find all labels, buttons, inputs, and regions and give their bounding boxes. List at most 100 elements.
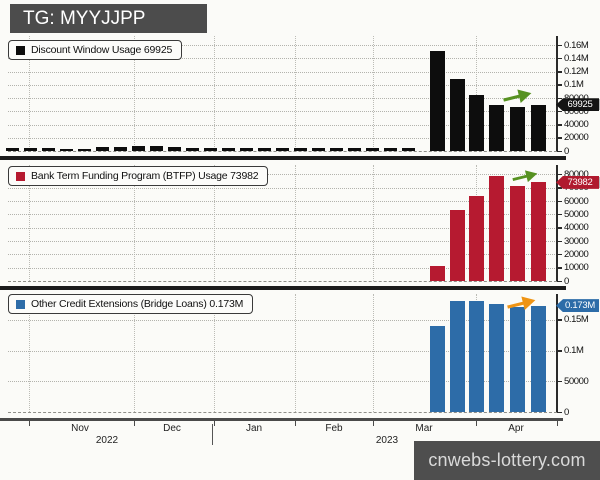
up-right-arrow-icon: [507, 296, 536, 310]
year-separator-line: [212, 424, 213, 445]
y-axis-tick: [557, 173, 562, 176]
bar: [113, 146, 127, 151]
legend-swatch-blue-square-icon: [16, 299, 25, 309]
x-grid-line: [373, 36, 374, 151]
bar: [77, 148, 91, 151]
y-grid-line: [8, 350, 557, 352]
bar: [293, 148, 307, 151]
y-grid-line: [8, 98, 557, 100]
y-axis-tick: [557, 319, 562, 321]
x-axis-tick: [134, 421, 135, 426]
x-grid-line: [134, 36, 135, 151]
y-tick-label: 0.1M: [564, 79, 584, 91]
bar: [429, 265, 445, 281]
legend-label: Other Credit Extensions (Bridge Loans) 0…: [31, 298, 244, 310]
x-axis-tick: [295, 421, 296, 426]
x-axis-tick: [214, 421, 215, 426]
x-month-label: Mar: [415, 423, 433, 434]
y-tick-label: 20000: [564, 248, 589, 260]
bar: [59, 149, 73, 151]
y-tick-label: 30000: [564, 235, 589, 247]
x-grid-line: [295, 36, 296, 151]
x-year-label: 2023: [375, 435, 399, 446]
bar: [488, 303, 504, 412]
y-axis-line: [556, 294, 558, 412]
bar: [221, 148, 235, 151]
bar: [449, 301, 465, 412]
y-tick-label: 50000: [564, 208, 589, 220]
y-grid-line: [8, 84, 557, 86]
legend-swatch-black-square-icon: [16, 45, 25, 55]
x-grid-line: [295, 165, 296, 281]
y-tick-label: 0: [564, 406, 569, 418]
legend-btfp[interactable]: Bank Term Funding Program (BTFP) Usage 7…: [8, 166, 269, 186]
y-tick-label: 40000: [564, 119, 589, 131]
y-grid-line: [8, 241, 557, 242]
bar: [239, 148, 253, 151]
y-tick-label: 60000: [564, 195, 589, 207]
y-tick-label: 0.15M: [564, 314, 589, 326]
y-grid-line: [8, 281, 557, 282]
x-grid-line: [373, 165, 374, 281]
bar: [257, 148, 271, 151]
y-tick-label: 0.14M: [564, 52, 589, 64]
y-grid-line: [8, 381, 557, 383]
y-axis-tick: [557, 110, 562, 113]
y-axis-line: [556, 36, 558, 151]
y-grid-line: [8, 111, 557, 113]
y-grid-line: [8, 174, 557, 176]
x-grid-line: [295, 294, 296, 412]
x-axis-tick: [557, 421, 558, 426]
y-tick-label: 10000: [564, 262, 589, 274]
y-grid-line: [8, 319, 557, 321]
y-grid-line: [8, 45, 557, 47]
legend-discount-window[interactable]: Discount Window Usage 69925: [8, 40, 183, 60]
y-axis-tick: [557, 213, 562, 216]
y-axis-tick: [557, 71, 562, 73]
y-axis-tick: [557, 350, 562, 352]
x-axis-tick: [373, 421, 374, 426]
y-axis-tick: [557, 240, 562, 242]
bar: [468, 301, 484, 412]
bar: [429, 50, 445, 151]
bar: [509, 306, 525, 412]
y-grid-line: [8, 137, 557, 139]
x-axis-line: [0, 418, 563, 421]
y-tick-label: 40000: [564, 222, 589, 234]
y-axis-line: [556, 165, 558, 281]
bar: [275, 147, 289, 151]
bar: [488, 105, 504, 151]
y-grid-line: [8, 254, 557, 256]
x-grid-line: [214, 36, 215, 151]
panel-divider: [0, 156, 566, 160]
y-tick-label: 20000: [564, 132, 589, 144]
y-axis-tick: [557, 124, 562, 126]
y-tick-label: 0: [564, 145, 569, 157]
bar: [167, 147, 181, 151]
y-axis-tick: [557, 253, 562, 256]
y-tick-label: 0.1M: [564, 345, 584, 357]
legend-swatch-red-square-icon: [16, 171, 25, 181]
y-axis-tick: [557, 280, 562, 282]
bar: [449, 209, 465, 281]
y-axis-tick: [557, 411, 562, 413]
legend-bridge-loans[interactable]: Other Credit Extensions (Bridge Loans) 0…: [8, 294, 254, 314]
y-grid-line: [8, 214, 557, 216]
bar: [509, 107, 525, 151]
legend-label: Bank Term Funding Program (BTFP) Usage 7…: [31, 170, 259, 182]
x-grid-line: [29, 165, 30, 281]
x-grid-line: [373, 294, 374, 412]
y-tick-label: 50000: [564, 375, 589, 387]
y-tick-label: 0.12M: [564, 66, 589, 78]
bar: [347, 148, 361, 151]
bar: [401, 148, 415, 151]
y-axis-tick: [557, 44, 562, 47]
y-axis-tick: [557, 187, 562, 189]
bar: [530, 182, 546, 281]
x-grid-line: [214, 294, 215, 412]
legend-label: Discount Window Usage 69925: [31, 44, 173, 56]
bar: [23, 147, 37, 151]
y-axis-tick: [557, 57, 562, 60]
bar: [383, 148, 397, 151]
